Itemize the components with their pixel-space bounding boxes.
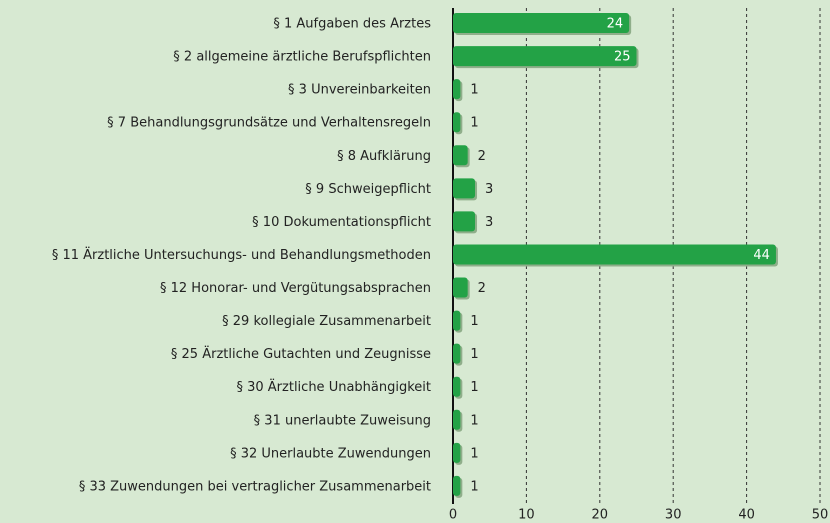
y-tick-label: § 11 Ärztliche Untersuchungs- und Behand… bbox=[52, 247, 431, 263]
y-tick-label: § 10 Dokumentationspflicht bbox=[252, 215, 431, 230]
value-label: 3 bbox=[485, 215, 493, 230]
bar bbox=[453, 409, 461, 430]
y-tick-label: § 12 Honorar- und Vergütungsabsprachen bbox=[160, 281, 431, 296]
y-tick-label: § 25 Ärztliche Gutachten und Zeugnisse bbox=[171, 346, 431, 362]
y-tick-label: § 7 Behandlungsgrundsätze und Verhaltens… bbox=[107, 116, 431, 131]
value-label: 2 bbox=[478, 281, 486, 296]
bar bbox=[453, 442, 461, 463]
bar bbox=[453, 475, 461, 496]
value-label: 1 bbox=[470, 314, 478, 329]
y-tick-label: § 8 Aufklärung bbox=[337, 149, 431, 164]
value-label: 1 bbox=[470, 479, 478, 494]
bar bbox=[453, 79, 461, 100]
y-tick-label: § 9 Schweigepflicht bbox=[305, 182, 431, 197]
value-label: 2 bbox=[478, 149, 486, 164]
x-tick-label: 20 bbox=[592, 508, 609, 523]
bar bbox=[453, 343, 461, 364]
y-tick-label: § 1 Aufgaben des Arztes bbox=[273, 17, 431, 32]
x-tick-label: 10 bbox=[518, 508, 535, 523]
bar bbox=[453, 376, 461, 397]
value-label: 25 bbox=[614, 50, 631, 65]
y-tick-label: § 32 Unerlaubte Zuwendungen bbox=[230, 446, 431, 461]
value-label: 1 bbox=[470, 380, 478, 395]
x-tick-label: 50 bbox=[812, 508, 829, 523]
bar bbox=[453, 13, 630, 33]
bar bbox=[453, 277, 468, 298]
bar bbox=[453, 112, 461, 133]
bar bbox=[453, 244, 776, 265]
value-label: 3 bbox=[485, 182, 493, 197]
bar bbox=[453, 310, 461, 331]
bar bbox=[453, 145, 468, 166]
y-tick-label: § 3 Unvereinbarkeiten bbox=[288, 83, 431, 98]
y-tick-label: § 30 Ärztliche Unabhängigkeit bbox=[236, 379, 431, 395]
bar bbox=[453, 178, 476, 199]
y-tick-label: § 2 allgemeine ärztliche Berufspflichten bbox=[173, 50, 431, 65]
value-label: 24 bbox=[607, 17, 624, 32]
x-tick-label: 40 bbox=[738, 508, 755, 523]
value-label: 44 bbox=[753, 248, 770, 263]
value-label: 1 bbox=[470, 347, 478, 362]
value-label: 1 bbox=[470, 446, 478, 461]
x-tick-label: 0 bbox=[449, 508, 457, 523]
value-label: 1 bbox=[470, 413, 478, 428]
x-tick-label: 30 bbox=[665, 508, 682, 523]
y-tick-label: § 33 Zuwendungen bei vertraglicher Zusam… bbox=[79, 479, 431, 494]
bar bbox=[453, 211, 476, 232]
value-label: 1 bbox=[470, 116, 478, 131]
y-tick-label: § 29 kollegiale Zusammenarbeit bbox=[222, 314, 431, 329]
bar bbox=[453, 46, 637, 67]
value-label: 1 bbox=[470, 83, 478, 98]
y-tick-label: § 31 unerlaubte Zuweisung bbox=[254, 413, 431, 428]
